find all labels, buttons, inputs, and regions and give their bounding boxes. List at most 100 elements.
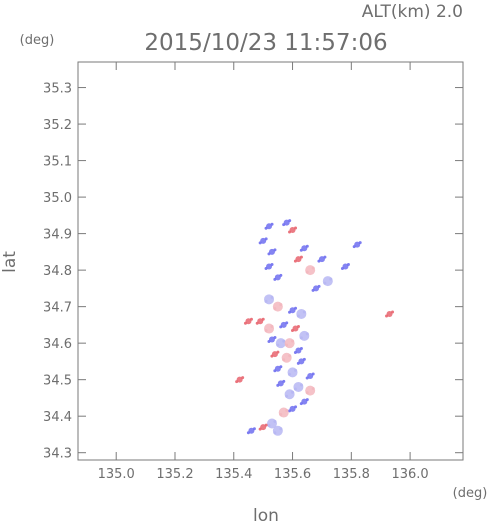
- echo-cell: [301, 398, 308, 405]
- echo-cell: [288, 310, 292, 314]
- echo-cell: [282, 358, 286, 362]
- echo-cell: [385, 314, 389, 318]
- echo-cell: [264, 323, 275, 334]
- echo-cell: [268, 248, 275, 255]
- echo-cell: [273, 419, 277, 423]
- x-unit-label: (deg): [453, 486, 488, 501]
- echo-cell: [270, 325, 274, 329]
- echo-cell: [295, 256, 302, 263]
- echo-cell: [267, 252, 271, 256]
- plot-area: 135.0 135.2 135.4 135.6 135.8 136.0 34.3 34.4 34…: [43, 61, 464, 482]
- echo-cell: [273, 307, 277, 311]
- echo-cell: [299, 248, 303, 252]
- echo-cell: [295, 347, 302, 354]
- echo-cell: [288, 354, 292, 358]
- echo-cell: [342, 263, 349, 270]
- x-axis-label: lon: [253, 506, 279, 521]
- echo-cell: [277, 380, 284, 387]
- echo-cell: [258, 427, 262, 431]
- echo-cell: [264, 226, 268, 230]
- echo-cell: [288, 409, 292, 413]
- echo-cell: [296, 308, 307, 319]
- echo-cell: [313, 285, 320, 292]
- echo-cell: [305, 265, 316, 276]
- echo-cell: [264, 423, 268, 427]
- echo-cell: [273, 369, 277, 373]
- echo-cell: [279, 325, 283, 329]
- echo-cell: [293, 259, 297, 263]
- y-tick-label: 34.8: [43, 264, 72, 279]
- echo-cell: [273, 277, 277, 281]
- echo-cell: [293, 381, 304, 392]
- echo-cell: [307, 373, 314, 380]
- echo-cell: [282, 223, 286, 227]
- echo-cell: [302, 310, 306, 314]
- echo-cell: [305, 332, 309, 336]
- echo-cell: [290, 329, 294, 333]
- echo-cell: [302, 357, 306, 361]
- echo-cell: [264, 237, 268, 241]
- chart-title: 2015/10/23 11:57:06: [144, 30, 387, 56]
- echo-cell: [318, 256, 325, 263]
- echo-cell: [305, 376, 309, 380]
- echo-cell: [386, 310, 393, 317]
- echo-cell: [270, 295, 274, 299]
- y-tick-label: 34.3: [43, 447, 72, 462]
- echo-cell: [270, 222, 274, 226]
- echo-cell: [285, 394, 289, 398]
- y-tick-label: 34.9: [43, 228, 72, 243]
- x-tick-label: 135.6: [274, 467, 311, 482]
- echo-cell: [273, 248, 277, 252]
- echo-cell: [279, 303, 283, 307]
- y-tick-label: 34.6: [43, 337, 72, 352]
- echo-cell: [311, 266, 315, 270]
- echo-cell: [289, 226, 296, 233]
- echo-cell: [255, 321, 259, 325]
- echo-cell: [271, 351, 278, 358]
- echo-cell: [276, 350, 280, 354]
- echo-cell: [288, 372, 292, 376]
- echo-cell: [354, 241, 361, 248]
- echo-cell: [272, 301, 283, 312]
- echo-cell: [285, 409, 289, 413]
- y-axis-label: lat: [0, 251, 20, 273]
- echo-cell: [283, 219, 290, 226]
- echo-cell: [272, 425, 283, 436]
- echo-cell: [391, 310, 395, 314]
- echo-cell: [305, 385, 316, 396]
- echo-cell: [284, 338, 295, 349]
- echo-cell: [258, 241, 262, 245]
- echo-cell: [305, 398, 309, 402]
- echo-cell: [291, 390, 295, 394]
- echo-cell: [236, 376, 243, 383]
- echo-cell: [274, 365, 281, 372]
- echo-cell: [279, 427, 283, 431]
- echo-cell: [261, 317, 265, 321]
- echo-cell: [299, 336, 303, 340]
- echo-cell: [317, 259, 321, 263]
- echo-cell: [235, 380, 239, 384]
- echo-cell: [340, 266, 344, 270]
- echo-cell: [284, 389, 295, 400]
- echo-cell: [311, 387, 315, 391]
- echo-cell: [352, 245, 356, 249]
- y-tick-label: 35.0: [43, 191, 72, 206]
- echo-cell: [322, 276, 333, 287]
- echo-cell: [279, 365, 283, 369]
- echo-cell: [301, 245, 308, 252]
- echo-cell: [275, 338, 286, 349]
- x-tick-label: 135.0: [98, 467, 135, 482]
- echo-cell: [305, 270, 309, 274]
- echo-cell: [305, 391, 309, 395]
- echo-cell: [299, 346, 303, 350]
- echo-cell: [293, 387, 297, 391]
- echo-cell: [264, 266, 268, 270]
- altitude-label: ALT(km) 2.0: [362, 2, 463, 22]
- echo-cell: [296, 361, 300, 365]
- echo-cell: [280, 321, 287, 328]
- echo-cell: [287, 367, 298, 378]
- echo-cell: [257, 318, 264, 325]
- echo-cell: [296, 314, 300, 318]
- echo-cell: [288, 230, 292, 234]
